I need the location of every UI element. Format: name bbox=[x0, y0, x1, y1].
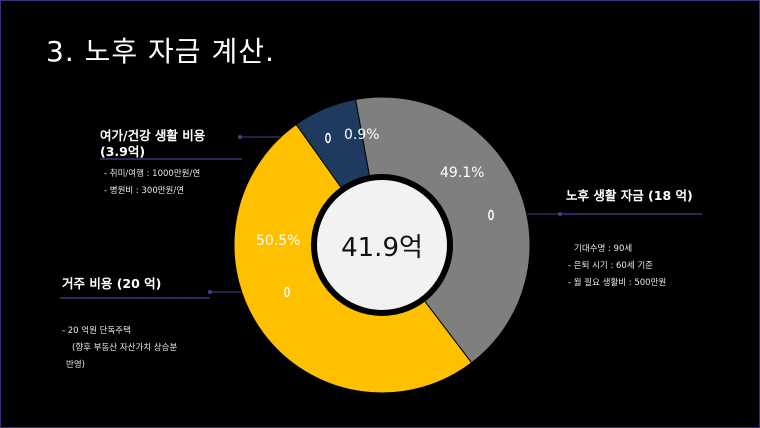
retirement-note-item: - 은퇴 시기 : 60세 기준 bbox=[568, 261, 653, 271]
pct-label-retirement: 49.1% bbox=[440, 165, 485, 181]
pct-label-housing: 50.5% bbox=[256, 233, 301, 249]
retirement-note-item: - 월 필요 생활비 : 500만원 bbox=[568, 278, 667, 288]
housing-marker bbox=[284, 286, 290, 298]
leisure-notes: - 취미/여행 : 1000만원/연 - 병원비 : 300만원/연 bbox=[104, 166, 200, 200]
retirement-callout-title: 노후 생활 자금 (18 억) bbox=[566, 188, 693, 203]
leisure-callout-title: 여가/건강 생활 비용 (3.9억) bbox=[100, 128, 205, 160]
housing-note-item: - 20 억원 단독주택 bbox=[62, 326, 131, 336]
retirement-notes: 기대수명 : 90세 - 은퇴 시기 : 60세 기준 - 월 필요 생활비 :… bbox=[568, 241, 666, 292]
donut-hole bbox=[311, 174, 453, 316]
housing-notes: - 20 억원 단독주택 (향후 부동산 자산가치 상승분 반영) bbox=[62, 323, 177, 374]
leisure-callout-line2: (3.9억) bbox=[100, 144, 146, 159]
slide-title: 3. 노후 자금 계산. bbox=[46, 35, 275, 68]
housing-note-item: (향후 부동산 자산가치 상승분 bbox=[72, 343, 178, 353]
leisure-marker bbox=[325, 132, 331, 144]
retirement-marker bbox=[488, 209, 494, 221]
pct-label-leisure: 0.9% bbox=[344, 127, 380, 143]
donut-center-total: 41.9억 bbox=[341, 233, 423, 263]
housing-callout-title: 거주 비용 (20 억) bbox=[62, 276, 162, 291]
leisure-note-item: - 취미/여행 : 1000만원/연 bbox=[104, 169, 201, 179]
leisure-dot bbox=[238, 135, 242, 139]
leisure-note-item: - 병원비 : 300만원/연 bbox=[104, 186, 185, 196]
housing-note-item: 반영) bbox=[66, 360, 85, 370]
retirement-dot bbox=[558, 212, 562, 216]
leisure-callout-line1: 여가/건강 생활 비용 bbox=[100, 128, 206, 143]
housing-dot bbox=[208, 290, 212, 294]
retirement-note-item: 기대수명 : 90세 bbox=[574, 244, 633, 254]
